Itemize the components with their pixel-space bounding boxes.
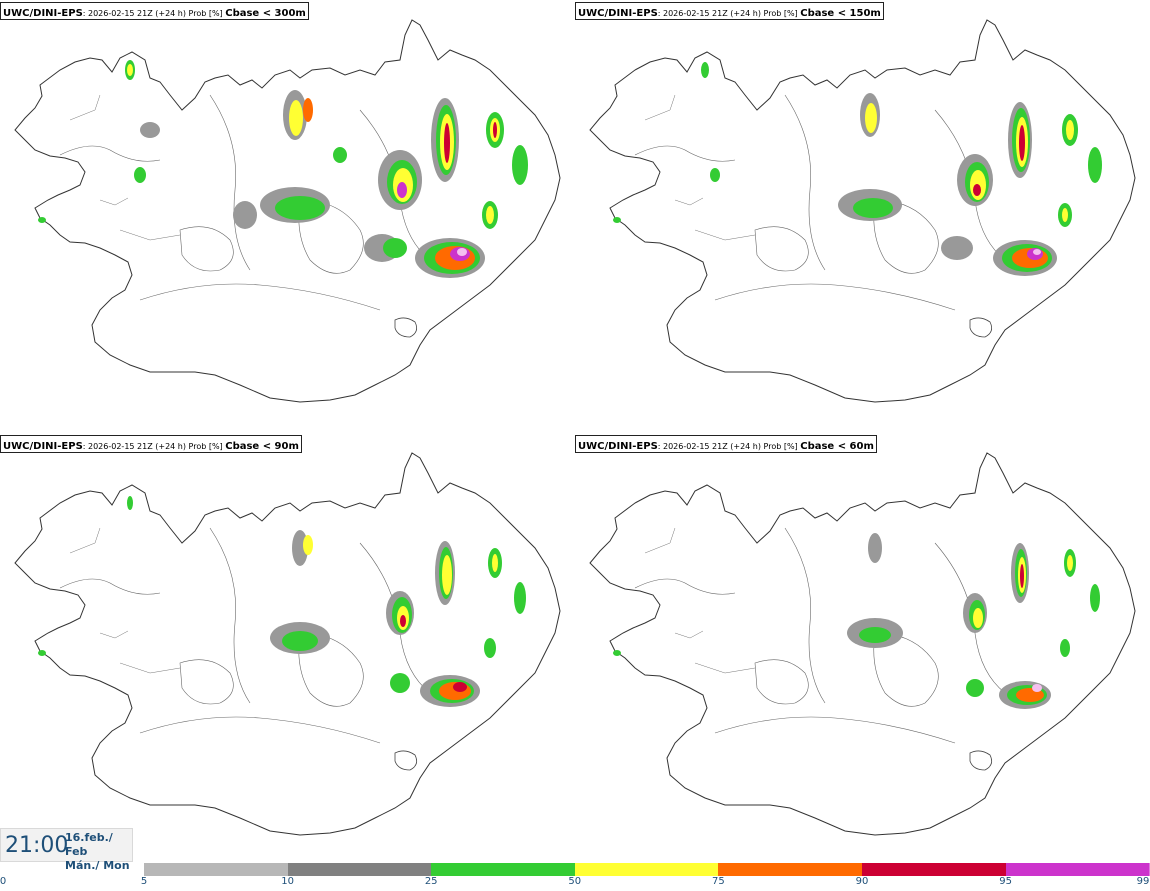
colorbar-tick-label: 10 [281, 876, 294, 887]
colorbar-tick-label: 50 [568, 876, 582, 887]
variable-label: Cbase < 150m [800, 8, 881, 19]
colorbar-tick-label: 90 [855, 876, 869, 887]
map-panel-60m: UWC/DINI-EPS: 2026-02-15 21Z (+24 h) Pro… [575, 433, 1150, 863]
date-line: 16.feb./ Feb [65, 831, 113, 858]
probability-overlay [38, 496, 526, 707]
colorbar-tick-label: 25 [424, 876, 438, 887]
colorbar-tick-label: 5 [140, 876, 148, 887]
colorbar [144, 863, 1150, 876]
run-info-label: : 2026-02-15 21Z (+24 h) Prob [%] [82, 9, 226, 18]
variable-label: Cbase < 300m [225, 8, 306, 19]
colorbar-segment [862, 863, 1006, 876]
valid-time: 21:00 [5, 833, 69, 858]
iceland-map [14, 452, 561, 836]
colorbar-tick-label: 0 [0, 876, 7, 887]
iceland-map [589, 452, 1136, 836]
run-info-label: : 2026-02-15 21Z (+24 h) Prob [%] [657, 9, 801, 18]
probability-overlay [613, 533, 1100, 709]
colorbar-tick-label: 75 [712, 876, 725, 887]
probability-overlay [38, 60, 528, 278]
panel-title: UWC/DINI-EPS: 2026-02-15 21Z (+24 h) Pro… [0, 435, 302, 453]
panel-title: UWC/DINI-EPS: 2026-02-15 21Z (+24 h) Pro… [0, 2, 309, 20]
colorbar-tick-label: 95 [999, 876, 1012, 887]
iceland-map [14, 19, 561, 403]
run-info-label: : 2026-02-15 21Z (+24 h) Prob [%] [82, 442, 226, 451]
colorbar-segment [1005, 863, 1150, 876]
variable-label: Cbase < 90m [225, 441, 299, 452]
model-label: UWC/DINI-EPS [3, 441, 83, 452]
map-panel-90m: UWC/DINI-EPS: 2026-02-15 21Z (+24 h) Pro… [0, 433, 575, 863]
colorbar-segment [431, 863, 575, 876]
valid-date: 16.feb./ Feb Mán./ Mon [65, 831, 132, 873]
valid-time-box: 21:00 16.feb./ Feb Mán./ Mon [0, 828, 133, 872]
map-panel-150m: UWC/DINI-EPS: 2026-02-15 21Z (+24 h) Pro… [575, 0, 1150, 430]
colorbar-tick-label: 99 [1136, 876, 1150, 887]
colorbar-segment [574, 863, 719, 876]
iceland-map [589, 19, 1136, 403]
model-label: UWC/DINI-EPS [578, 8, 658, 19]
panel-title: UWC/DINI-EPS: 2026-02-15 21Z (+24 h) Pro… [575, 435, 877, 453]
variable-label: Cbase < 60m [800, 441, 874, 452]
map-panel-300m: UWC/DINI-EPS: 2026-02-15 21Z (+24 h) Pro… [0, 0, 575, 430]
probability-overlay [613, 62, 1102, 276]
run-info-label: : 2026-02-15 21Z (+24 h) Prob [%] [657, 442, 801, 451]
day-line: Mán./ Mon [65, 859, 130, 872]
colorbar-segment [718, 863, 862, 876]
colorbar-segment [287, 863, 432, 876]
model-label: UWC/DINI-EPS [3, 8, 83, 19]
model-label: UWC/DINI-EPS [578, 441, 658, 452]
panel-title: UWC/DINI-EPS: 2026-02-15 21Z (+24 h) Pro… [575, 2, 884, 20]
colorbar-segment [144, 863, 288, 876]
